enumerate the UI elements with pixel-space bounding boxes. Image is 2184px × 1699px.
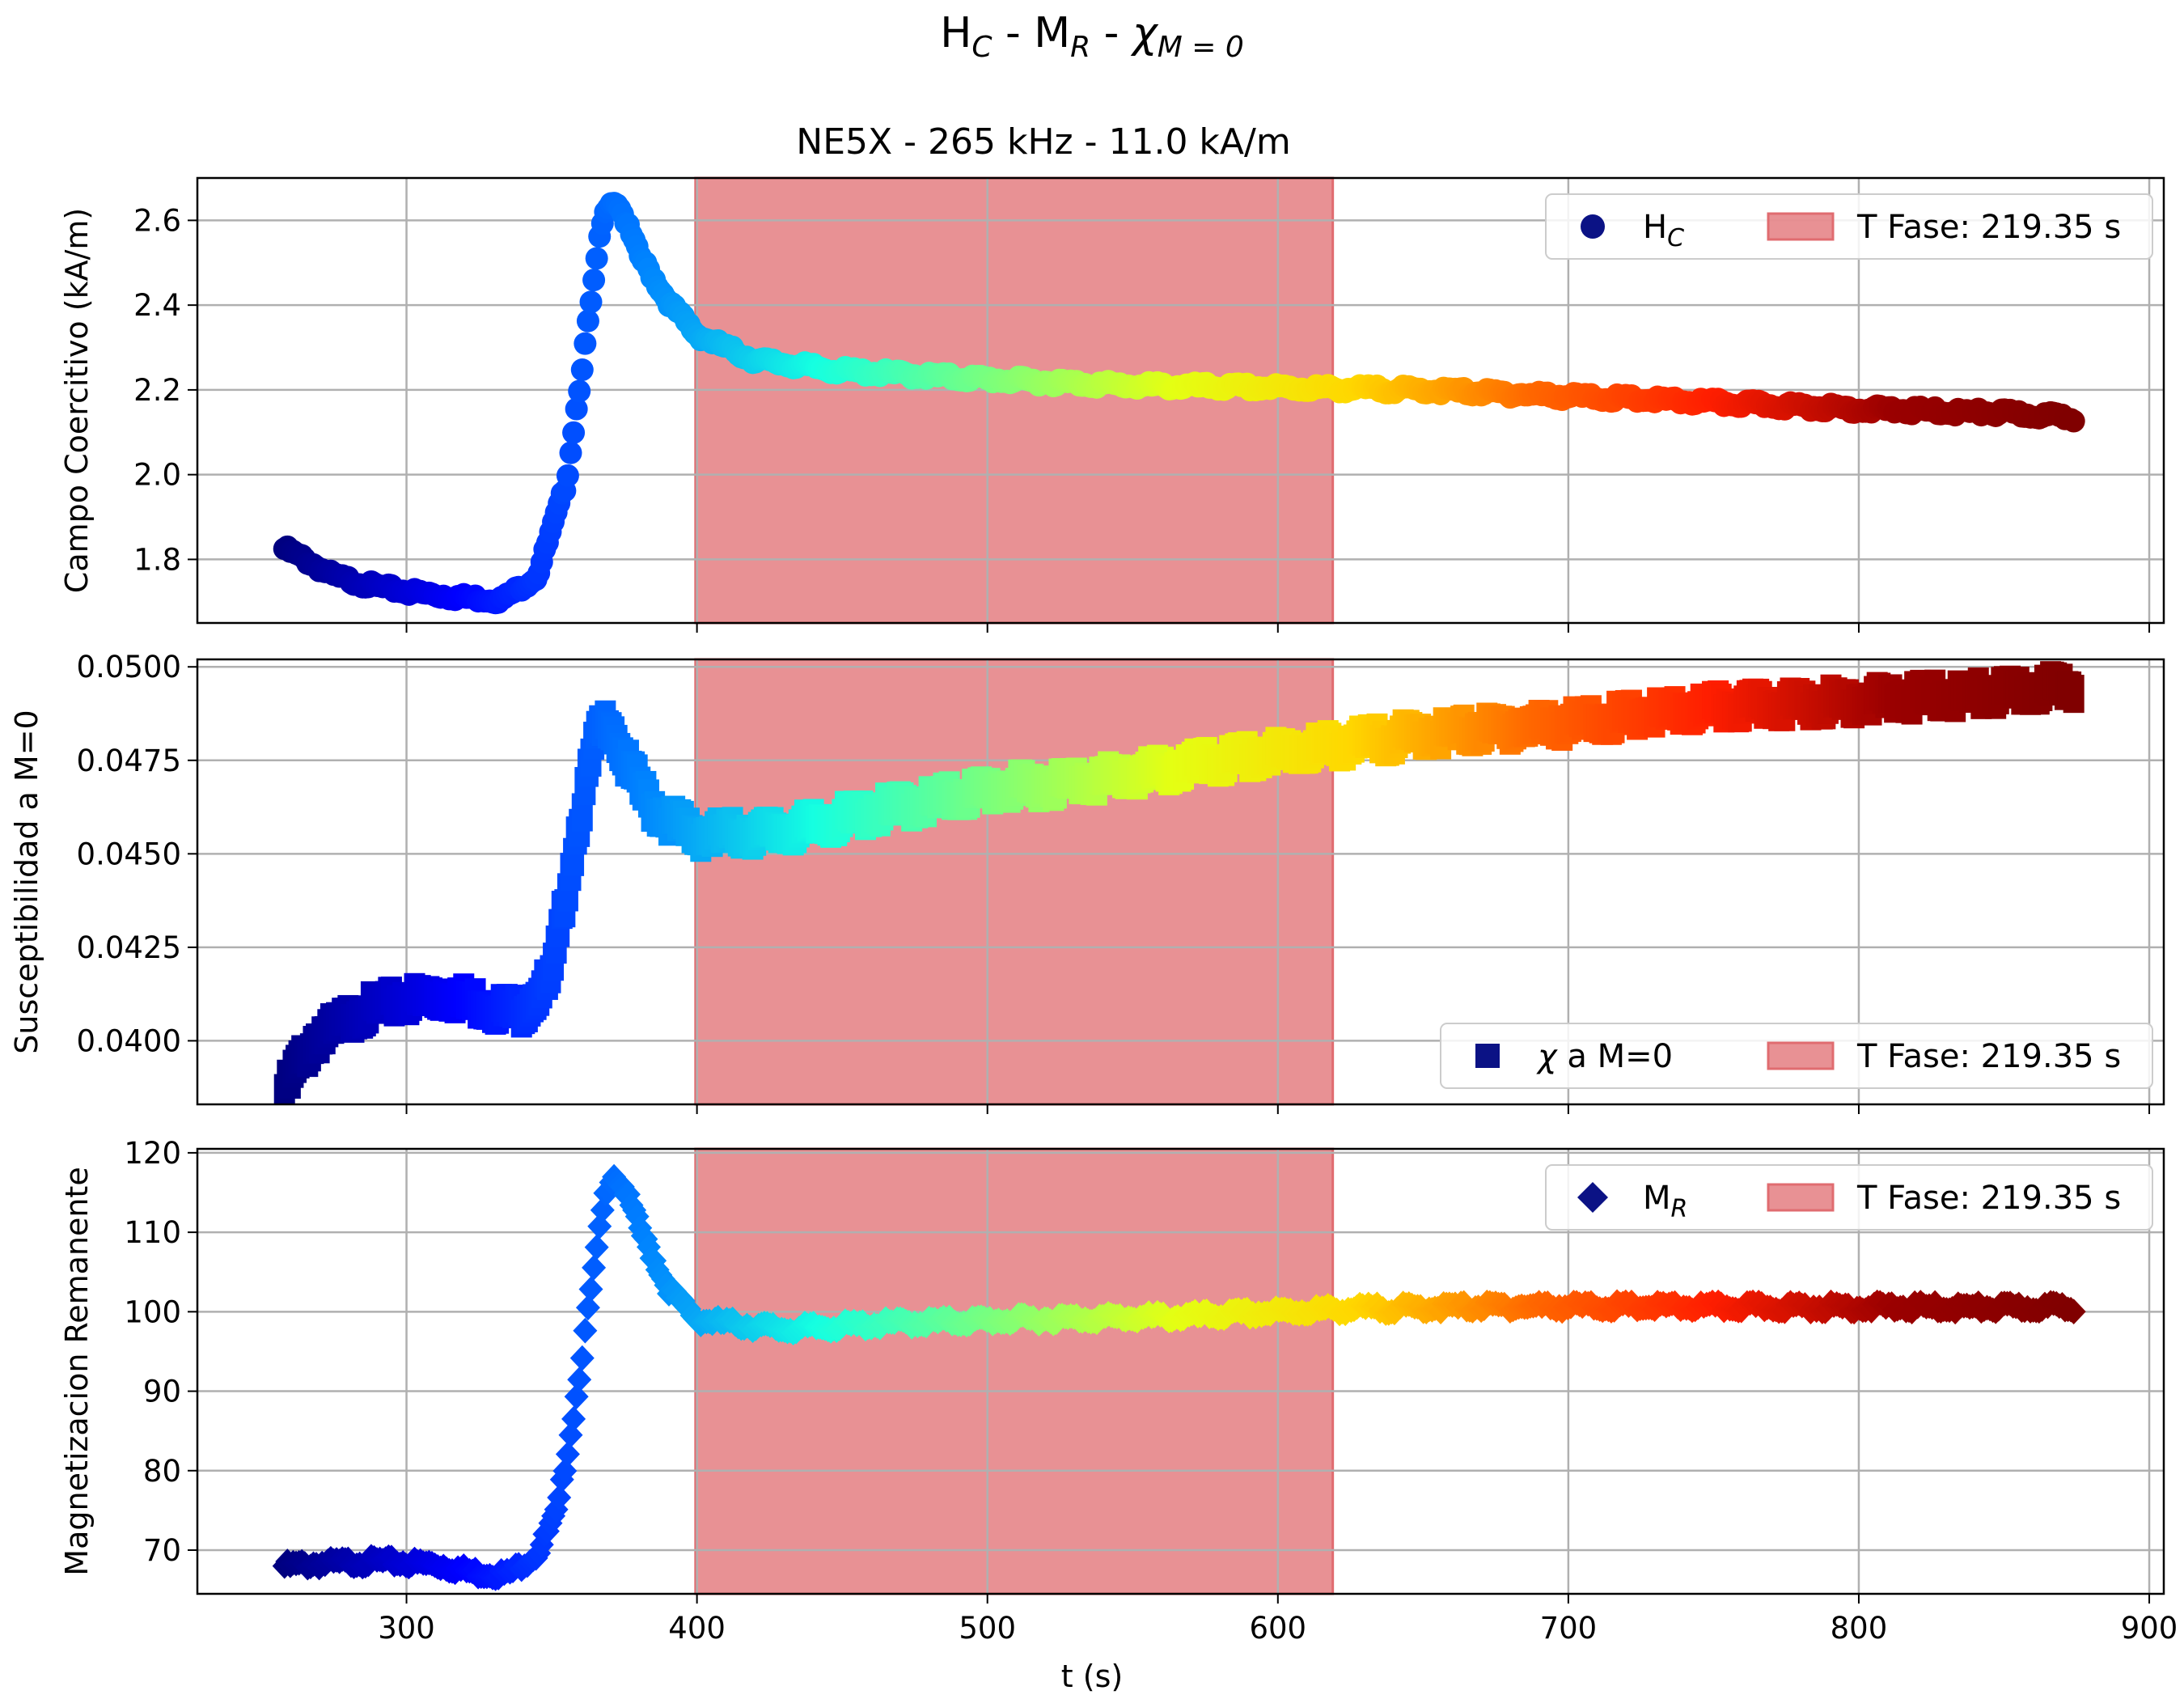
y-tick-label: 100 [124, 1294, 181, 1329]
data-point [562, 421, 586, 444]
axes-frame [196, 1147, 2165, 1595]
phase-band [694, 176, 1335, 625]
data-point [2063, 675, 2085, 714]
x-tick-label: 900 [2121, 1611, 2178, 1646]
y-tick-label: 0.0500 [77, 650, 181, 684]
data-point [624, 1203, 650, 1230]
legend: MR T Fase: 219.35 s [1545, 1164, 2153, 1231]
data-point [585, 247, 608, 270]
data-point [552, 1458, 578, 1484]
data-series [273, 192, 2085, 615]
data-point [569, 1345, 595, 1371]
x-tick-label: 300 [378, 1611, 435, 1646]
legend-band-label: T Fase: 219.35 s [1856, 209, 2121, 246]
x-tick-label: 800 [1831, 1611, 1888, 1646]
y-tick-label: 110 [124, 1215, 181, 1250]
data-point [567, 1366, 592, 1393]
data-point [575, 1294, 600, 1321]
y-tick-label: 2.4 [133, 288, 181, 323]
data-point [558, 1421, 583, 1448]
grid-lines [197, 1149, 2164, 1594]
data-point [570, 358, 594, 382]
data-point [547, 1485, 572, 1510]
legend-band-swatch [1767, 1183, 1835, 1212]
legend-box [1545, 193, 2153, 260]
data-point [561, 1406, 586, 1432]
axes-frame [196, 176, 2165, 625]
data-point [573, 1317, 598, 1344]
x-axis-label: t (s) [1061, 1659, 1123, 1694]
legend-marker [1475, 1044, 1500, 1068]
legend-band-label: T Fase: 219.35 s [1856, 1180, 2121, 1217]
data-point [2061, 1299, 2086, 1324]
data-point [556, 464, 579, 487]
y-tick-label: 120 [124, 1136, 181, 1171]
legend: HC T Fase: 219.35 s [1545, 193, 2153, 260]
data-point [579, 290, 603, 314]
legend-series-label: χ a M=0 [1536, 1038, 1673, 1075]
data-series [273, 661, 2085, 1104]
y-tick-label: 0.0425 [77, 930, 181, 965]
y-tick-label: 0.0475 [77, 744, 181, 778]
panel-susceptibility: 0.0400 0.0425 0.0450 0.0475 0.0500 Susceptibi… [9, 650, 2165, 1114]
data-point [555, 1441, 580, 1468]
y-tick-label: 2.6 [133, 203, 181, 238]
y-tick-label: 2.0 [133, 458, 181, 493]
y-tick-label: 0.0400 [77, 1023, 181, 1058]
data-point [582, 1255, 607, 1281]
y-tick-label: 1.8 [133, 542, 181, 577]
data-point [576, 309, 599, 333]
y-axis-label: Campo Coercitivo (kA/m) [59, 208, 95, 593]
data-point [587, 1213, 612, 1239]
legend: χ a M=0 T Fase: 219.35 s [1440, 1023, 2153, 1089]
legend-band-swatch [1767, 212, 1835, 241]
legend-box [1545, 1164, 2153, 1231]
axes-title: NE5X - 265 kHz - 11.0 kA/m [796, 121, 1290, 163]
data-series [272, 1163, 2086, 1591]
data-point [565, 397, 588, 421]
legend-series-label: MR [1643, 1180, 1687, 1223]
phase-band [694, 658, 1335, 1106]
x-tick-label: 600 [1249, 1611, 1306, 1646]
legend-band-swatch [1767, 1041, 1835, 1070]
panel-remanent-magnetization: 300 400 500 600 700 800 900 70 80 90 100 110 120 Magn… [59, 1136, 2178, 1646]
data-point [559, 441, 582, 464]
axes-frame [196, 658, 2165, 1106]
legend-band-label: T Fase: 219.35 s [1856, 1038, 2121, 1075]
y-tick-label: 70 [143, 1533, 181, 1568]
legend-series-label: HC [1643, 209, 1684, 252]
x-tick-label: 400 [668, 1611, 726, 1646]
data-point [564, 1383, 589, 1410]
data-point [582, 269, 606, 292]
y-tick-label: 90 [143, 1375, 181, 1409]
y-tick-label: 2.2 [133, 373, 181, 408]
y-tick-label: 80 [143, 1454, 181, 1489]
phase-band [694, 1147, 1335, 1595]
data-point [568, 379, 591, 403]
y-axis-label: Magnetizacion Remanente [59, 1167, 95, 1575]
panel-coercive-field: 1.8 2.0 2.2 2.4 2.6 Campo Coercitivo (kA/m) HC… [59, 176, 2165, 633]
x-tick-label: 700 [1540, 1611, 1598, 1646]
x-tick-label: 500 [959, 1611, 1016, 1646]
figure-suptitle: HC - MR - χM = 0 [940, 9, 1244, 64]
data-point [584, 1234, 609, 1260]
data-point [2062, 409, 2085, 433]
data-point [574, 332, 597, 355]
legend-marker [1581, 214, 1605, 239]
y-tick-label: 0.0450 [77, 837, 181, 871]
data-point [578, 1276, 603, 1303]
y-axis-label: Susceptibilidad a M=0 [9, 710, 44, 1053]
legend-marker [1577, 1182, 1608, 1213]
